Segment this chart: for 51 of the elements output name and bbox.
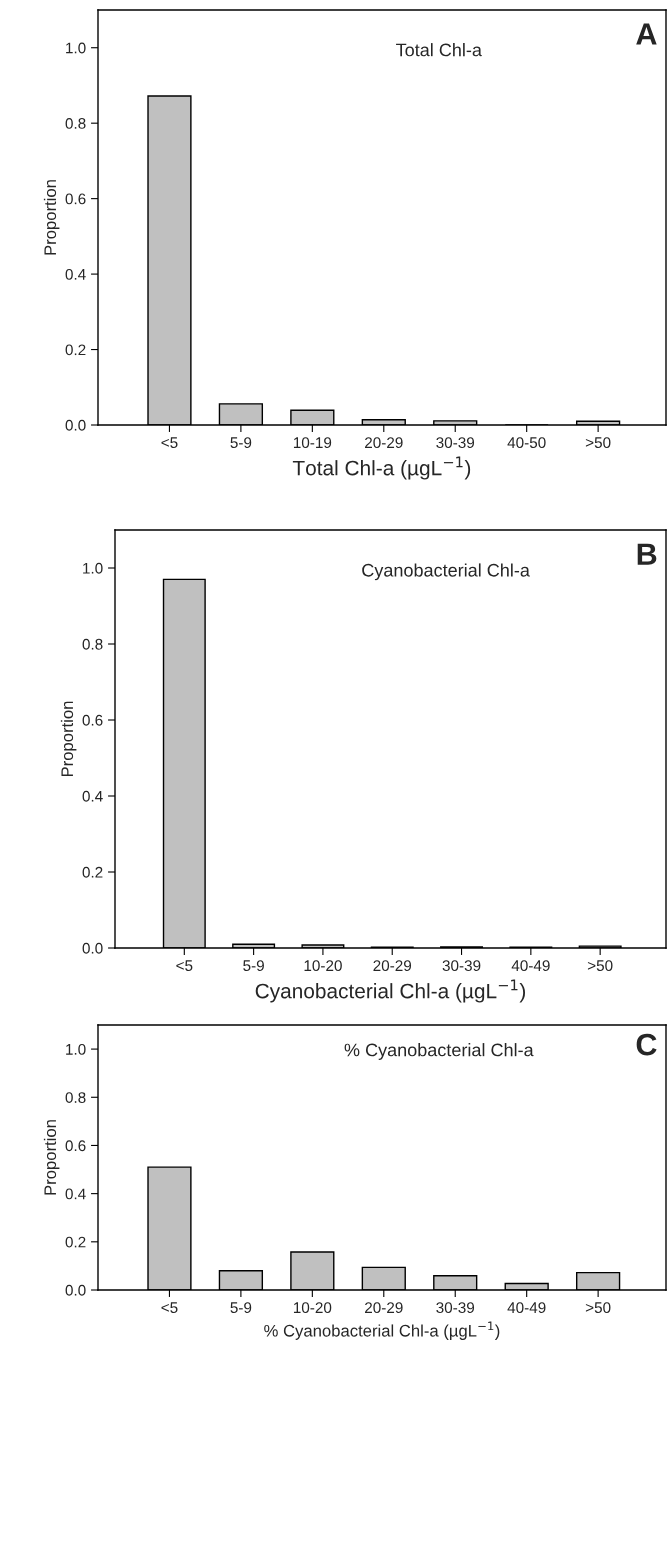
y-tick-label: 0.2: [65, 344, 86, 356]
y-axis-title: Proportion: [43, 1120, 60, 1195]
x-tick-label: 5-9: [243, 960, 264, 972]
x-axis-title: Total Chl-a (µgL$^{−1}$): [292, 456, 471, 480]
annotation: A: [636, 23, 657, 45]
x-tick-label: >50: [585, 437, 611, 449]
x-tick-label: <5: [176, 960, 193, 972]
y-tick-label: 1.0: [83, 562, 103, 574]
y-tick-label: 0.6: [65, 1140, 86, 1152]
y-tick-label: 0.2: [82, 866, 103, 878]
y-tick-label: 0.8: [65, 118, 86, 129]
x-tick-label: <5: [161, 437, 178, 449]
x-tick-label: 30-39: [436, 1302, 475, 1314]
text: % Cyanobacterial Chl-a: [344, 1043, 534, 1060]
y-axis-title: Proportion: [60, 701, 77, 777]
x-tick-label: 10-20: [304, 960, 342, 972]
x-axis-title: % Cyanobacterial Chl-a (µgL$^{−1}$): [264, 1321, 500, 1340]
x-tick-label: 10-19: [293, 437, 332, 449]
x-tick-label: >50: [585, 1302, 611, 1314]
x-tick-label: 5-9: [230, 437, 252, 449]
y-tick-label: 0.0: [65, 1284, 86, 1296]
y-tick-label: 0.0: [82, 942, 103, 954]
y-tick-label: 0.4: [82, 790, 103, 802]
x-axis-title: Cyanobacterial Chl-a (µgL$^{−1}$): [255, 979, 526, 1003]
y-tick-label: 0.8: [65, 1092, 86, 1103]
y-axis-title: Proportion: [43, 180, 60, 255]
y-tick-label: 1.0: [66, 1043, 86, 1055]
x-tick-label: 40-49: [511, 960, 550, 972]
y-tick-label: 0.4: [65, 1188, 86, 1200]
annotation: C: [636, 1033, 657, 1056]
text: Total Chl-a: [396, 43, 482, 57]
x-tick-label: 20-29: [365, 1302, 403, 1314]
x-tick-label: 40-49: [507, 1302, 546, 1314]
x-tick-label: 30-39: [436, 437, 475, 449]
text: Cyanobacterial Chl-a: [362, 563, 530, 581]
y-tick-label: 1.0: [66, 42, 86, 54]
x-tick-label: >50: [587, 960, 613, 972]
x-tick-label: 10-20: [293, 1302, 332, 1314]
y-tick-label: 0.8: [82, 638, 103, 650]
x-tick-label: 40-50: [507, 437, 546, 449]
x-tick-label: 5-9: [230, 1302, 252, 1314]
x-tick-label: 20-29: [365, 437, 403, 449]
x-tick-label: 20-29: [373, 960, 412, 972]
x-tick-label: 30-39: [442, 960, 481, 972]
annotation: B: [637, 543, 657, 565]
y-tick-label: 0.2: [65, 1236, 86, 1248]
y-tick-label: 0.4: [65, 268, 86, 280]
y-tick-label: 0.6: [82, 714, 103, 726]
y-tick-label: 0.6: [65, 193, 86, 205]
x-tick-label: <5: [161, 1302, 178, 1314]
y-tick-label: 0.0: [65, 419, 86, 431]
